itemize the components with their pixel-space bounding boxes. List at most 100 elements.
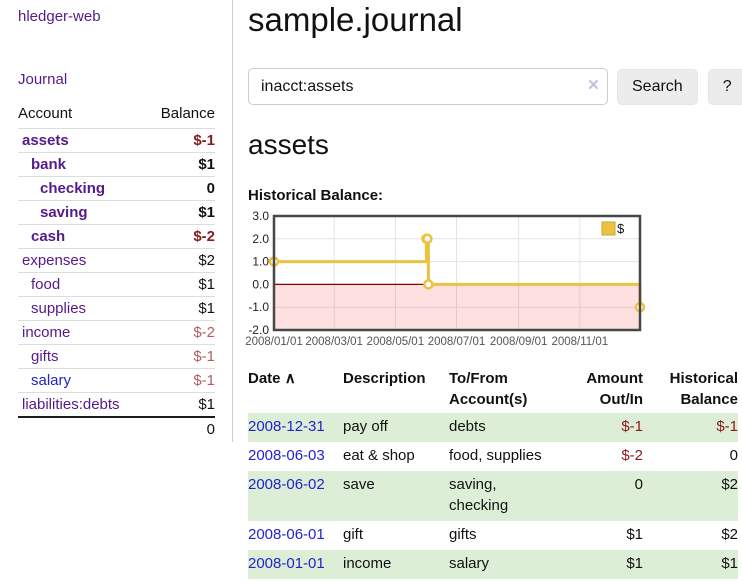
- account-heading: assets: [248, 129, 329, 161]
- account-balance: $1: [146, 392, 215, 417]
- x-axis-tick-label: 2008/11/01: [551, 336, 608, 348]
- register-date-link[interactable]: 2008-06-02: [248, 476, 325, 494]
- x-axis-tick-label: 2008/03/01: [305, 336, 363, 348]
- sidebar-account-row: cash $-2: [18, 224, 215, 249]
- page-title: sample.journal: [248, 1, 463, 38]
- accounts-table-header-row: Account Balance: [18, 103, 215, 129]
- accounts-column-header: To/From Account(s): [449, 370, 528, 408]
- x-axis-tick-label: 2008/09/01: [490, 336, 548, 348]
- sidebar-account-row: salary $-1: [18, 368, 215, 393]
- sidebar-account-link-gifts[interactable]: gifts: [31, 348, 59, 365]
- y-axis-tick-label: -2.0: [248, 323, 269, 337]
- register-accounts: debts: [449, 417, 486, 435]
- register-table: Date ∧ Description To/From Account(s) Am…: [248, 366, 738, 580]
- account-balance: $1: [146, 296, 215, 321]
- register-balance: 0: [729, 447, 738, 465]
- chart-heading: Historical Balance:: [248, 187, 384, 205]
- date-column-header[interactable]: Date ∧: [248, 370, 296, 388]
- register-accounts: food, supplies: [449, 447, 542, 465]
- negative-region: [274, 284, 640, 331]
- search-help-button[interactable]: ?: [707, 68, 742, 105]
- account-balance: $-2: [146, 224, 215, 249]
- register-balance: $-1: [716, 417, 738, 435]
- register-balance: $2: [721, 525, 738, 543]
- sidebar-account-link-food[interactable]: food: [31, 276, 61, 293]
- sidebar-account-row: food $1: [18, 272, 215, 297]
- sidebar-account-link-supplies[interactable]: supplies: [31, 300, 87, 317]
- search-input[interactable]: [248, 68, 608, 106]
- register-amount: 0: [634, 476, 643, 494]
- balance-column-header: Balance: [160, 105, 215, 122]
- sidebar-account-row: saving $1: [18, 200, 215, 225]
- register-date-link[interactable]: 2008-01-01: [248, 555, 325, 573]
- clear-search-icon[interactable]: ×: [587, 75, 599, 97]
- sidebar: hledger-web Journal Account Balance asse…: [0, 0, 233, 442]
- y-axis-tick-label: 1.0: [252, 255, 269, 269]
- register-transaction-row: 2008-01-01 income salary $1 $1: [248, 550, 738, 580]
- register-description: income: [343, 555, 392, 573]
- sidebar-account-row: assets $-1: [18, 128, 215, 153]
- account-balance: $1: [146, 272, 215, 297]
- register-description: save: [343, 476, 375, 494]
- y-axis-tick-label: 3.0: [252, 209, 269, 223]
- description-column-header: Description: [343, 370, 426, 388]
- account-balance: 0: [146, 176, 215, 201]
- accounts-total-balance: 0: [146, 416, 215, 441]
- account-balance: $-1: [146, 128, 215, 153]
- register-accounts: gifts: [449, 525, 477, 543]
- y-axis-tick-label: -1.0: [248, 300, 269, 314]
- legend-swatch: [601, 221, 616, 236]
- register-transaction-row: 2008-06-01 gift gifts $1 $2: [248, 521, 738, 550]
- account-balance: $-2: [146, 320, 215, 345]
- sidebar-account-link-cash[interactable]: cash: [31, 228, 66, 245]
- sidebar-account-link-liabilities-debts[interactable]: liabilities:debts: [22, 396, 120, 413]
- sidebar-account-row: liabilities:debts $1: [18, 392, 215, 417]
- sidebar-account-link-bank[interactable]: bank: [31, 156, 67, 173]
- amount-column-header: Amount Out/In: [586, 370, 643, 408]
- balance-column-header-register: Historical Balance: [669, 370, 738, 408]
- account-column-header: Account: [18, 105, 73, 122]
- register-date-link[interactable]: 2008-06-03: [248, 447, 325, 465]
- sidebar-account-link-assets[interactable]: assets: [22, 132, 69, 149]
- accounts-total-row: 0: [18, 416, 215, 441]
- register-accounts: salary: [449, 555, 490, 573]
- register-transaction-row: 2008-06-03 eat & shop food, supplies $-2 0: [248, 442, 738, 471]
- register-amount: $1: [626, 525, 643, 543]
- account-balance: $1: [146, 152, 215, 177]
- search-button[interactable]: Search: [617, 68, 698, 105]
- account-balance: $-1: [146, 368, 215, 393]
- register-transaction-row: 2008-06-02 save saving, checking 0 $2: [248, 471, 738, 521]
- historical-balance-chart: $3.0 2.0 1.0 0.0 -1.0 -2.0 2008/01/01 2008/03/0…: [245, 209, 742, 352]
- legend-label: $: [617, 221, 625, 236]
- sidebar-item-journal[interactable]: Journal: [18, 71, 68, 88]
- sidebar-account-link-expenses[interactable]: expenses: [22, 252, 87, 269]
- x-axis-tick-label: 2008/05/01: [367, 336, 425, 348]
- register-balance: $1: [721, 555, 738, 573]
- search-input-wrap: ×: [248, 68, 608, 106]
- sidebar-account-row: checking 0: [18, 176, 215, 201]
- account-balance: $1: [146, 200, 215, 225]
- account-balance: $-1: [146, 344, 215, 369]
- sidebar-account-link-saving[interactable]: saving: [40, 204, 88, 221]
- sidebar-account-link-checking[interactable]: checking: [40, 180, 106, 197]
- register-amount: $-2: [621, 447, 643, 465]
- sidebar-account-row: income $-2: [18, 320, 215, 345]
- app-title-link[interactable]: hledger-web: [18, 8, 101, 25]
- sidebar-account-link-salary[interactable]: salary: [31, 372, 72, 389]
- register-date-link[interactable]: 2008-06-01: [248, 525, 325, 543]
- y-axis-tick-label: 0.0: [252, 278, 269, 292]
- register-description: pay off: [343, 417, 388, 435]
- register-header-row: Date ∧ Description To/From Account(s) Am…: [248, 366, 738, 413]
- sidebar-account-row: bank $1: [18, 152, 215, 177]
- sidebar-account-link-income[interactable]: income: [22, 324, 71, 341]
- register-description: gift: [343, 525, 364, 543]
- sidebar-account-row: gifts $-1: [18, 344, 215, 369]
- register-date-link[interactable]: 2008-12-31: [248, 417, 325, 435]
- y-axis-tick-label: 2.0: [252, 232, 269, 246]
- x-axis-tick-label: 2008/01/01: [245, 336, 303, 348]
- account-balance: $2: [146, 248, 215, 273]
- register-description: eat & shop: [343, 447, 415, 465]
- main-content: sample.journal × Search ? assets Histori…: [233, 0, 742, 580]
